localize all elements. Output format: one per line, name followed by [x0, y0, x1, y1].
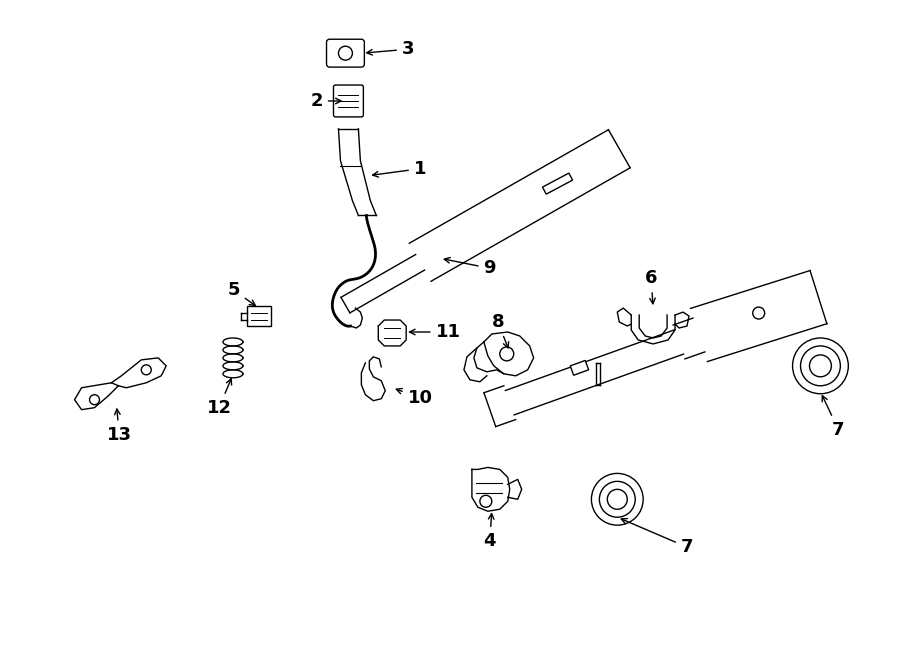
Text: 2: 2	[310, 92, 341, 110]
Circle shape	[141, 365, 151, 375]
Text: 8: 8	[491, 313, 508, 348]
Circle shape	[752, 307, 765, 319]
Circle shape	[591, 473, 644, 525]
Text: 7: 7	[823, 396, 844, 439]
Bar	[247, 306, 271, 326]
Circle shape	[338, 46, 353, 60]
Circle shape	[608, 489, 627, 509]
Text: 12: 12	[206, 379, 231, 416]
FancyBboxPatch shape	[327, 39, 364, 67]
Text: 9: 9	[445, 258, 496, 277]
Text: 3: 3	[366, 40, 414, 58]
Circle shape	[793, 338, 849, 394]
Circle shape	[809, 355, 832, 377]
Polygon shape	[543, 173, 572, 194]
Text: 11: 11	[410, 323, 461, 341]
Circle shape	[599, 481, 635, 517]
Circle shape	[89, 395, 100, 405]
Text: 10: 10	[396, 389, 433, 407]
Text: 13: 13	[107, 409, 132, 444]
Text: 4: 4	[483, 514, 496, 550]
Circle shape	[800, 346, 841, 386]
Text: 1: 1	[373, 160, 427, 178]
Circle shape	[500, 347, 514, 361]
Text: 6: 6	[645, 269, 657, 304]
FancyBboxPatch shape	[334, 85, 364, 117]
Text: 5: 5	[228, 281, 256, 305]
Text: 7: 7	[621, 518, 693, 556]
Circle shape	[480, 495, 491, 507]
Polygon shape	[571, 360, 589, 375]
